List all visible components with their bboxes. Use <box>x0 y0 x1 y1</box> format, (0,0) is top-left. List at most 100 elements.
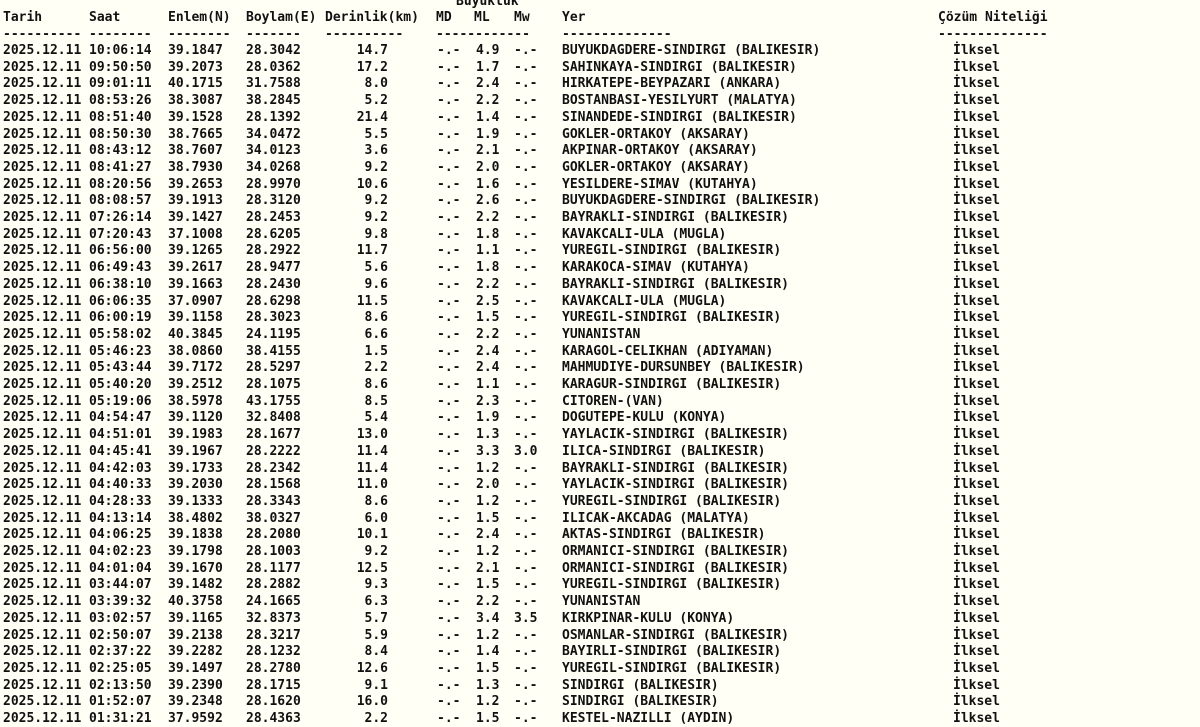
cell-depth: 11.4 <box>356 443 388 459</box>
cell-ml: 1.7 <box>476 59 500 75</box>
cell-ml: 4.9 <box>476 43 500 58</box>
cell-mw: -.- <box>514 126 538 142</box>
cell-solution-quality: İlksel <box>953 343 1000 359</box>
cell-solution-quality: İlksel <box>953 76 1000 92</box>
cell-longitude: 28.2222 <box>246 443 301 459</box>
cell-date: 2025.12.11 <box>3 660 82 676</box>
cell-md: -.- <box>437 310 461 326</box>
cell-date: 2025.12.11 <box>3 477 82 493</box>
cell-time: 06:56:00 <box>89 243 152 259</box>
header-separator-line: ---------- -------- -------- ------- ---… <box>0 26 1200 43</box>
cell-mw: -.- <box>514 544 538 559</box>
cell-solution-quality: İlksel <box>953 93 1000 109</box>
cell-md: -.- <box>437 326 461 342</box>
cell-time: 01:52:07 <box>89 694 152 710</box>
cell-longitude: 28.2080 <box>246 527 301 543</box>
cell-longitude: 43.1755 <box>246 393 301 409</box>
table-row: 2025.12.11 07:20:43 37.1008 28.6205 9.8 -.- 1.… <box>0 226 1200 243</box>
cell-date: 2025.12.11 <box>3 143 82 159</box>
cell-location: KARAGUR-SINDIRGI (BALIKESIR) <box>562 377 782 392</box>
cell-date: 2025.12.11 <box>3 343 82 359</box>
cell-longitude: 32.8408 <box>246 410 301 426</box>
cell-latitude: 37.1008 <box>168 226 223 242</box>
table-row: 2025.12.11 05:58:02 40.3845 24.1195 6.6 -.- 2.… <box>0 326 1200 343</box>
cell-latitude: 39.1528 <box>168 109 223 125</box>
header-location: Yer <box>562 10 586 25</box>
table-row: 2025.12.11 04:13:14 38.4802 38.0327 6.0 -.- 1.… <box>0 510 1200 527</box>
cell-md: -.- <box>437 243 461 259</box>
cell-time: 08:43:12 <box>89 143 152 159</box>
cell-time: 02:50:07 <box>89 627 152 643</box>
cell-latitude: 39.1120 <box>168 410 223 426</box>
table-row: 2025.12.11 06:49:43 39.2617 28.9477 5.6 -.- 1.… <box>0 259 1200 276</box>
cell-ml: 1.4 <box>476 644 500 660</box>
cell-depth: 11.5 <box>356 293 388 309</box>
header-time: Saat <box>89 10 121 25</box>
cell-solution-quality: İlksel <box>953 527 1000 543</box>
cell-longitude: 28.0362 <box>246 59 301 75</box>
cell-location: CITOREN-(VAN) <box>562 393 664 409</box>
cell-solution-quality: İlksel <box>953 276 1000 292</box>
cell-time: 04:45:41 <box>89 443 152 459</box>
cell-mw: -.- <box>514 293 538 309</box>
cell-ml: 1.5 <box>476 711 500 726</box>
cell-date: 2025.12.11 <box>3 711 82 726</box>
cell-location: KARAGOL-CELIKHAN (ADIYAMAN) <box>562 343 774 359</box>
cell-ml: 1.3 <box>476 677 500 693</box>
cell-latitude: 39.1158 <box>168 310 223 326</box>
cell-md: -.- <box>437 493 461 509</box>
cell-mw: -.- <box>514 410 538 426</box>
cell-depth: 9.2 <box>364 210 388 225</box>
cell-latitude: 37.0907 <box>168 293 223 309</box>
cell-mw: -.- <box>514 243 538 259</box>
cell-md: -.- <box>437 93 461 109</box>
cell-longitude: 28.2430 <box>246 276 301 292</box>
cell-location: YESILDERE-SIMAV (KUTAHYA) <box>562 176 758 192</box>
cell-time: 06:49:43 <box>89 260 152 276</box>
cell-location: KARAKOCA-SIMAV (KUTAHYA) <box>562 260 750 276</box>
cell-date: 2025.12.11 <box>3 176 82 192</box>
cell-mw: -.- <box>514 560 538 576</box>
cell-md: -.- <box>437 377 461 392</box>
cell-depth: 8.5 <box>364 393 388 409</box>
cell-time: 02:37:22 <box>89 644 152 660</box>
cell-solution-quality: İlksel <box>953 226 1000 242</box>
cell-mw: -.- <box>514 627 538 643</box>
cell-md: -.- <box>437 59 461 75</box>
cell-solution-quality: İlksel <box>953 427 1000 443</box>
cell-md: -.- <box>437 176 461 192</box>
cell-md: -.- <box>437 126 461 142</box>
cell-time: 05:46:23 <box>89 343 152 359</box>
cell-date: 2025.12.11 <box>3 109 82 125</box>
cell-location: SINANDEDE-SINDIRGI (BALIKESIR) <box>562 109 797 125</box>
cell-mw: 3.0 <box>514 443 538 459</box>
cell-ml: 1.2 <box>476 493 500 509</box>
cell-longitude: 34.0268 <box>246 159 301 175</box>
cell-location: YUREGIL-SINDIRGI (BALIKESIR) <box>562 310 782 326</box>
cell-date: 2025.12.11 <box>3 243 82 259</box>
cell-mw: -.- <box>514 427 538 443</box>
cell-ml: 3.3 <box>476 443 500 459</box>
table-row: 2025.12.11 08:41:27 38.7930 34.0268 9.2 -.- 2.… <box>0 159 1200 176</box>
cell-depth: 9.8 <box>364 226 388 242</box>
cell-longitude: 24.1665 <box>246 594 301 610</box>
cell-depth: 10.6 <box>356 176 388 192</box>
cell-ml: 2.4 <box>476 527 500 543</box>
cell-longitude: 28.1003 <box>246 544 301 559</box>
cell-md: -.- <box>437 527 461 543</box>
table-row: 2025.12.11 02:25:05 39.1497 28.2780 12.6 -.- 1… <box>0 660 1200 677</box>
table-row: 2025.12.11 04:40:33 39.2030 28.1568 11.0 -.- 2… <box>0 476 1200 493</box>
cell-latitude: 39.1427 <box>168 210 223 225</box>
cell-date: 2025.12.11 <box>3 644 82 660</box>
cell-date: 2025.12.11 <box>3 43 82 58</box>
separator: ------- <box>246 27 301 42</box>
cell-depth: 2.2 <box>364 360 388 376</box>
cell-md: -.- <box>437 43 461 58</box>
cell-time: 07:20:43 <box>89 226 152 242</box>
cell-latitude: 39.1913 <box>168 193 223 209</box>
table-row: 2025.12.11 05:40:20 39.2512 28.1075 8.6 -.- 1.… <box>0 376 1200 393</box>
cell-depth: 1.5 <box>364 343 388 359</box>
cell-latitude: 39.2282 <box>168 644 223 660</box>
cell-depth: 12.6 <box>356 660 388 676</box>
cell-depth: 11.0 <box>356 477 388 493</box>
